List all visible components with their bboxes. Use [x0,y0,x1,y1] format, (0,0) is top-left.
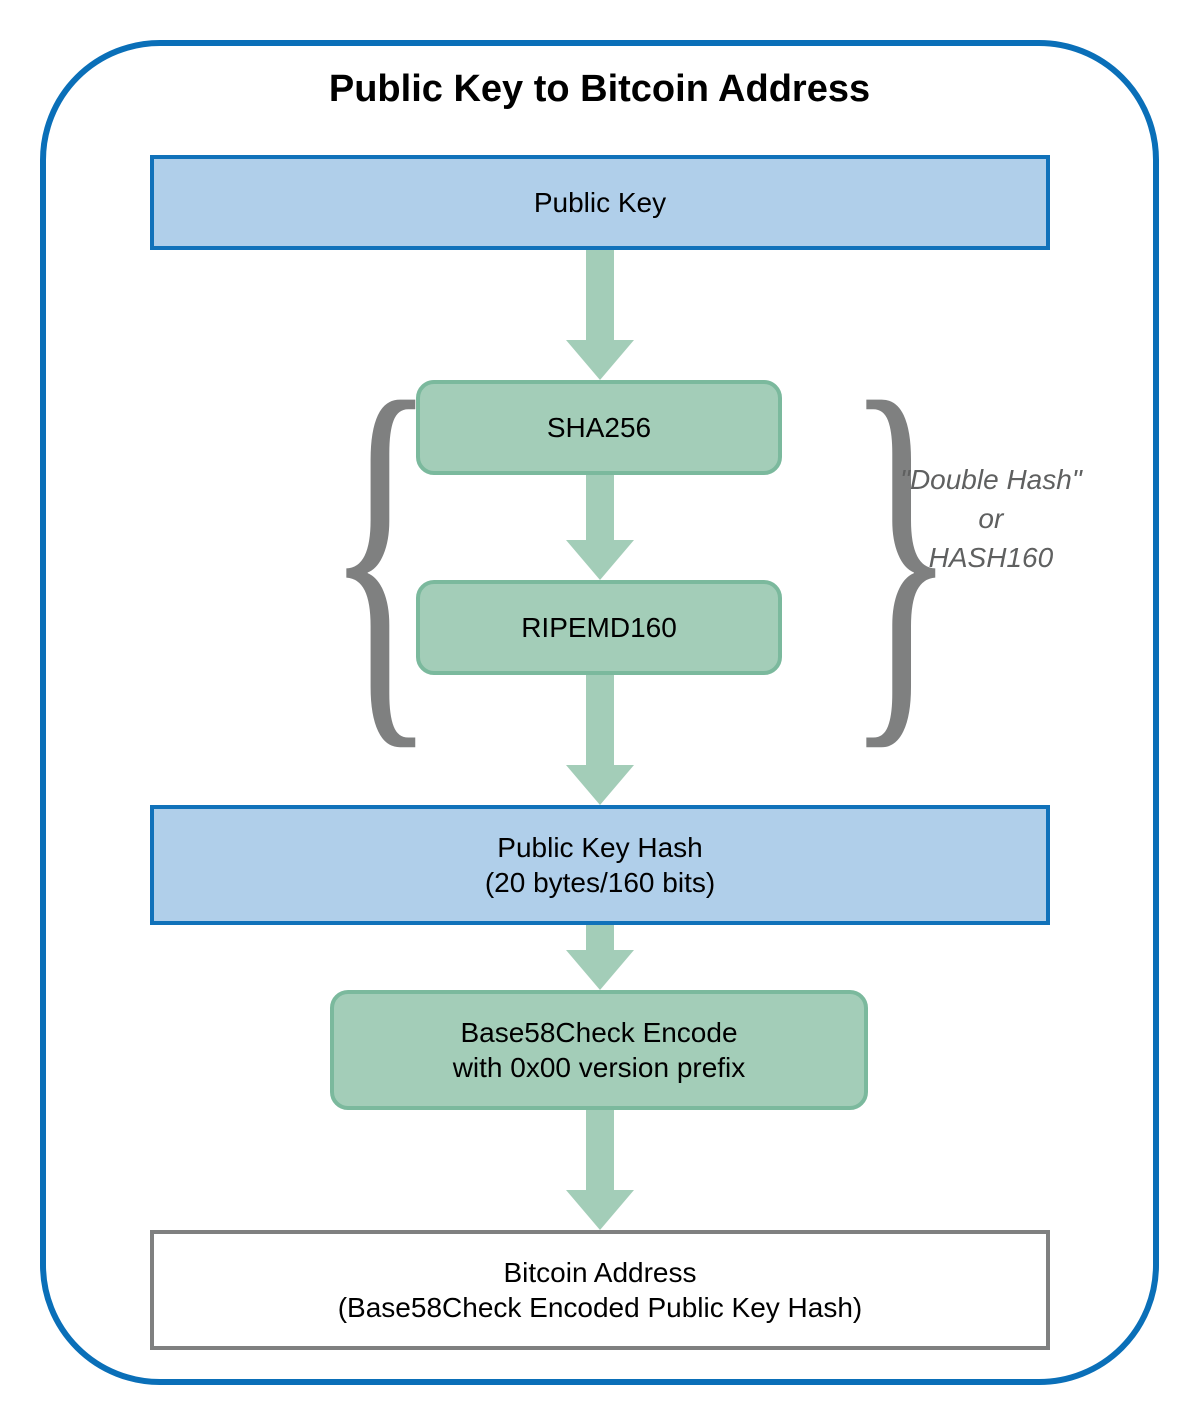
double-hash-annotation: "Double Hash" or HASH160 [900,460,1082,578]
bitcoin-address-line2: (Base58Check Encoded Public Key Hash) [338,1290,863,1325]
bitcoin-address-box: Bitcoin Address (Base58Check Encoded Pub… [150,1230,1050,1350]
sha256-label: SHA256 [547,410,651,445]
arrow-2 [566,475,634,580]
public-key-hash-line2: (20 bytes/160 bits) [485,865,715,900]
arrow-4 [566,925,634,990]
diagram-title: Public Key to Bitcoin Address [0,68,1199,111]
annotation-line1: "Double Hash" [900,460,1082,499]
public-key-hash-box: Public Key Hash (20 bytes/160 bits) [150,805,1050,925]
annotation-line2: or [900,499,1082,538]
ripemd160-box: RIPEMD160 [416,580,782,675]
base58check-box: Base58Check Encode with 0x00 version pre… [330,990,868,1110]
arrow-5 [566,1110,634,1230]
base58check-line2: with 0x00 version prefix [453,1050,746,1085]
ripemd160-label: RIPEMD160 [521,610,677,645]
public-key-label: Public Key [534,185,666,220]
arrow-3 [566,675,634,805]
left-brace: { [325,340,436,760]
bitcoin-address-line1: Bitcoin Address [504,1255,697,1290]
sha256-box: SHA256 [416,380,782,475]
public-key-hash-line1: Public Key Hash [497,830,702,865]
base58check-line1: Base58Check Encode [460,1015,737,1050]
public-key-box: Public Key [150,155,1050,250]
annotation-line3: HASH160 [900,538,1082,577]
arrow-1 [566,250,634,380]
